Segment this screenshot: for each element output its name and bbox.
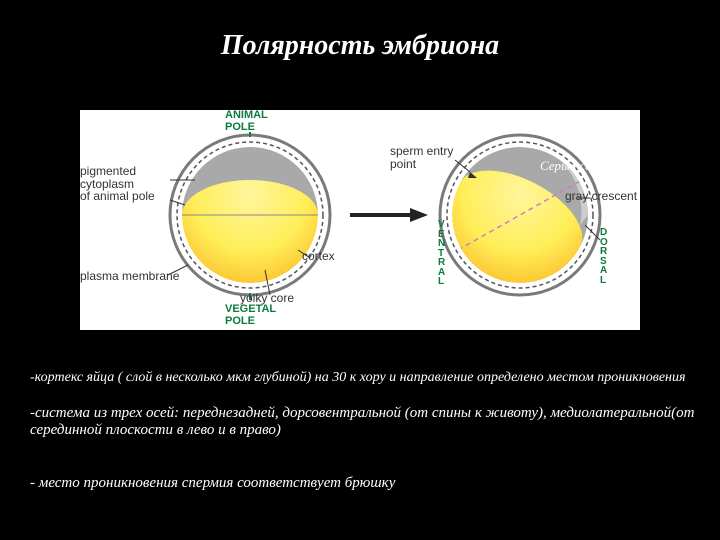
label-vegetal-pole: VEGETAL POLE — [225, 304, 276, 327]
diagram-svg — [80, 110, 640, 330]
slide-title: Полярность эмбриона — [0, 30, 720, 62]
label-dorsal: D O R S A L — [600, 228, 608, 285]
slide: Полярность эмбриона — [0, 0, 720, 540]
transition-arrow — [350, 208, 428, 222]
label-gray-crescent: gray crescent — [565, 190, 637, 203]
label-pigmented: pigmented cytoplasm of animal pole — [80, 165, 155, 203]
ru-gray-crescent: Серый серп — [540, 158, 604, 174]
bullet-3: - место проникновения спермия соответств… — [30, 475, 700, 492]
embryo-diagram: ANIMAL POLE VEGETAL POLE pigmented cytop… — [80, 110, 640, 330]
label-ventral: V E N T R A L — [438, 220, 445, 287]
left-egg-interior — [182, 147, 318, 283]
label-sperm-entry: sperm entry point — [390, 145, 453, 170]
label-animal-pole: ANIMAL POLE — [225, 110, 268, 133]
ru-yolk: Желток — [310, 298, 355, 314]
bullet-1: -кортекс яйца ( слой в несколько мкм глу… — [30, 370, 700, 386]
label-yolky-core: yolky core — [240, 292, 294, 305]
label-cortex: cortex — [302, 250, 335, 263]
bullet-2: -система из трех осей: переднезадней, до… — [30, 405, 700, 440]
label-plasma-membrane: plasma membrane — [80, 270, 179, 283]
